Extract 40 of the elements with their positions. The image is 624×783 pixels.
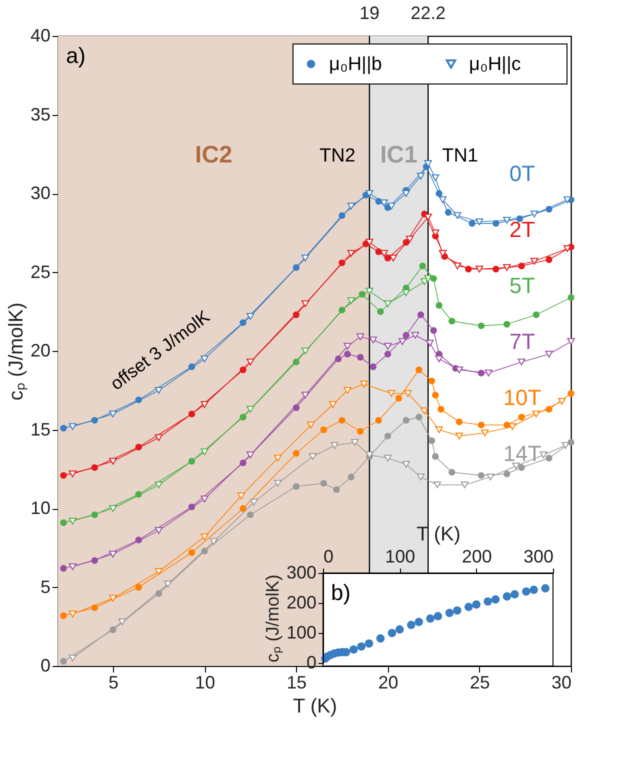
x-tick-label: 20 — [378, 672, 398, 692]
y-tick-label: 40 — [30, 26, 50, 46]
annotation: 10T — [503, 385, 542, 410]
x-tick-label: 10 — [195, 672, 216, 692]
y-tick-label: 100 — [286, 622, 316, 642]
annotation: TN1 — [442, 146, 478, 167]
annotation: 5T — [509, 273, 536, 298]
x-axis-title: T (K) — [292, 696, 338, 718]
x-tick-label: 0 — [324, 546, 334, 566]
y-tick-label: 200 — [286, 592, 316, 612]
legend-label: μ₀H||b — [329, 54, 382, 75]
x-tick-label: 30 — [551, 672, 572, 692]
x-tick-label: 25 — [470, 672, 490, 692]
y-tick-label: 25 — [30, 262, 50, 282]
y-tick-label: 15 — [30, 419, 50, 440]
y-tick-label: 300 — [286, 562, 316, 582]
annotation: TN2 — [320, 146, 356, 167]
y-tick-label: 35 — [30, 104, 50, 124]
x-tick-label: 5 — [108, 672, 118, 692]
annotation: 7T — [509, 329, 536, 354]
y-axis-title: cₚ (J/molK) — [262, 574, 284, 662]
y-tick-label: 10 — [30, 498, 50, 518]
ref-line-label: 19 — [359, 3, 380, 23]
ref-line-label: 22.2 — [410, 3, 446, 23]
y-axis-title: cₚ (J/molK) — [5, 302, 28, 400]
legend-label: μ₀H||c — [469, 54, 521, 75]
annotation: 2T — [509, 217, 536, 242]
x-tick-label: 300 — [523, 546, 554, 566]
band-label: IC2 — [195, 142, 232, 169]
annotation: 14T — [503, 441, 542, 466]
chart-title: b) — [331, 580, 351, 605]
x-tick-label: 200 — [462, 546, 492, 566]
band-label: IC1 — [380, 142, 418, 169]
y-tick-label: 30 — [30, 183, 50, 203]
chart-title: a) — [66, 43, 86, 68]
annotation: 0T — [509, 161, 536, 186]
x-tick-label: 100 — [385, 546, 416, 566]
y-tick-label: 0 — [40, 656, 50, 676]
y-tick-label: 20 — [30, 340, 50, 360]
y-tick-label: 5 — [40, 576, 50, 597]
